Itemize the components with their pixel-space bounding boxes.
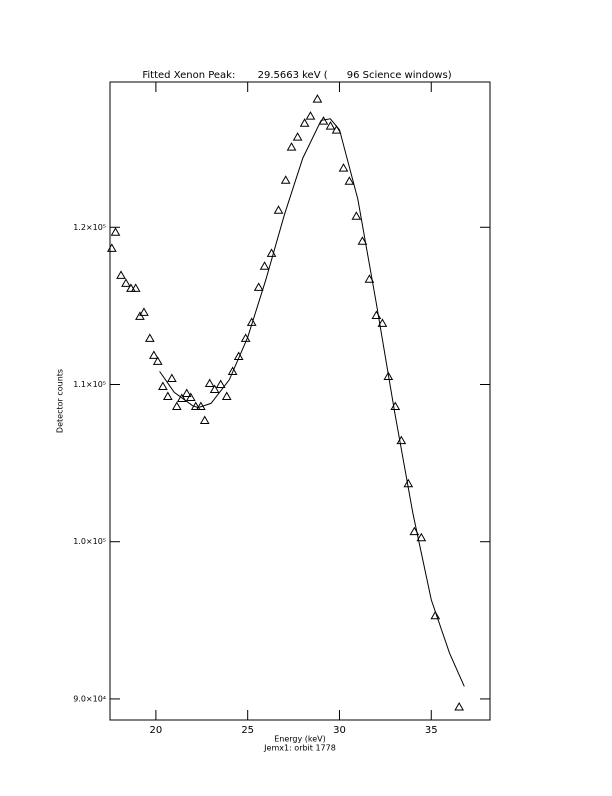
data-point xyxy=(167,373,177,383)
data-point xyxy=(233,351,244,361)
y-tick-label: 1.1×10⁵ xyxy=(73,380,106,389)
y-tick-label: 9.0×10⁴ xyxy=(73,694,106,703)
data-point xyxy=(305,111,316,120)
data-point xyxy=(312,94,323,103)
data-point xyxy=(299,118,310,127)
data-point xyxy=(130,283,141,292)
data-point xyxy=(185,392,196,402)
data-point xyxy=(273,205,284,214)
data-point xyxy=(221,391,232,400)
data-point xyxy=(364,274,375,283)
x-axis-label: Energy (keV) xyxy=(274,735,326,744)
data-point xyxy=(351,211,362,220)
data-point xyxy=(158,381,168,391)
data-point xyxy=(139,307,149,316)
data-point xyxy=(280,175,291,184)
y-axis-label: Detector counts xyxy=(56,369,65,433)
x-tick-label: 35 xyxy=(425,725,438,736)
subtitle: Jemx1: orbit 1778 xyxy=(263,744,336,753)
data-point xyxy=(331,125,342,134)
data-point xyxy=(121,278,131,287)
x-tick-label: 20 xyxy=(150,725,163,736)
data-point xyxy=(144,333,155,342)
data-point xyxy=(171,401,182,411)
data-point xyxy=(344,176,355,185)
data-point xyxy=(292,132,303,141)
data-point xyxy=(149,350,159,359)
data-point xyxy=(215,379,226,388)
data-point xyxy=(253,282,264,291)
chart-title: Fitted Xenon Peak: 29.5663 keV ( 96 Scie… xyxy=(142,70,451,81)
data-point xyxy=(152,356,163,365)
data-point xyxy=(430,610,441,620)
data-point xyxy=(357,236,368,245)
data-point xyxy=(204,378,215,388)
data-point xyxy=(227,366,238,375)
data-point xyxy=(325,121,336,130)
data-point xyxy=(259,261,270,270)
data-point xyxy=(383,371,394,380)
y-tick-label: 1.0×10⁵ xyxy=(73,537,106,546)
data-point xyxy=(116,270,126,279)
data-point xyxy=(126,283,136,292)
data-point xyxy=(199,415,210,424)
data-point xyxy=(110,227,121,236)
data-point xyxy=(454,701,465,711)
fit-line xyxy=(159,118,465,687)
data-point xyxy=(338,163,349,172)
data-point xyxy=(181,388,192,397)
data-point xyxy=(162,391,173,400)
data-point xyxy=(135,311,145,320)
data-point xyxy=(106,243,117,252)
plot-frame xyxy=(109,81,491,721)
x-tick-label: 25 xyxy=(241,725,254,736)
x-tick-label: 30 xyxy=(333,725,346,736)
data-point xyxy=(286,142,297,151)
y-tick-label: 1.2×10⁵ xyxy=(73,223,106,232)
data-point xyxy=(176,393,187,402)
data-point xyxy=(416,532,427,542)
data-point xyxy=(377,318,388,327)
data-point xyxy=(209,384,220,394)
